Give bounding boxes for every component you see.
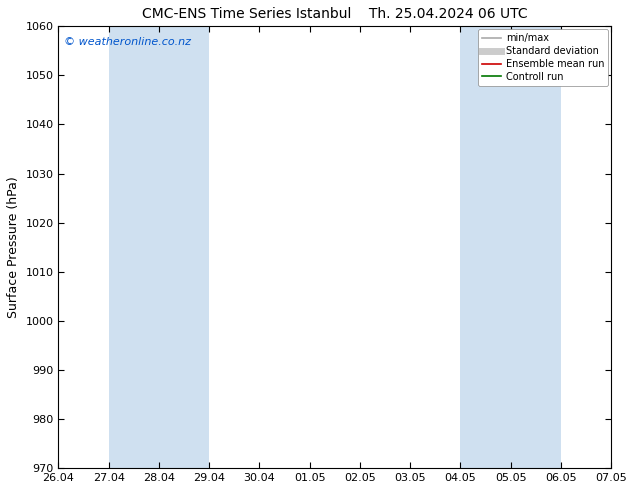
Bar [511, 26, 561, 468]
Bar [611, 26, 634, 468]
Title: CMC-ENS Time Series Istanbul    Th. 25.04.2024 06 UTC: CMC-ENS Time Series Istanbul Th. 25.04.2… [142, 7, 527, 21]
Text: © weatheronline.co.nz: © weatheronline.co.nz [64, 37, 191, 48]
Bar [460, 26, 511, 468]
Legend: min/max, Standard deviation, Ensemble mean run, Controll run: min/max, Standard deviation, Ensemble me… [477, 29, 608, 86]
Bar [109, 26, 159, 468]
Y-axis label: Surface Pressure (hPa): Surface Pressure (hPa) [7, 176, 20, 318]
Bar [159, 26, 209, 468]
